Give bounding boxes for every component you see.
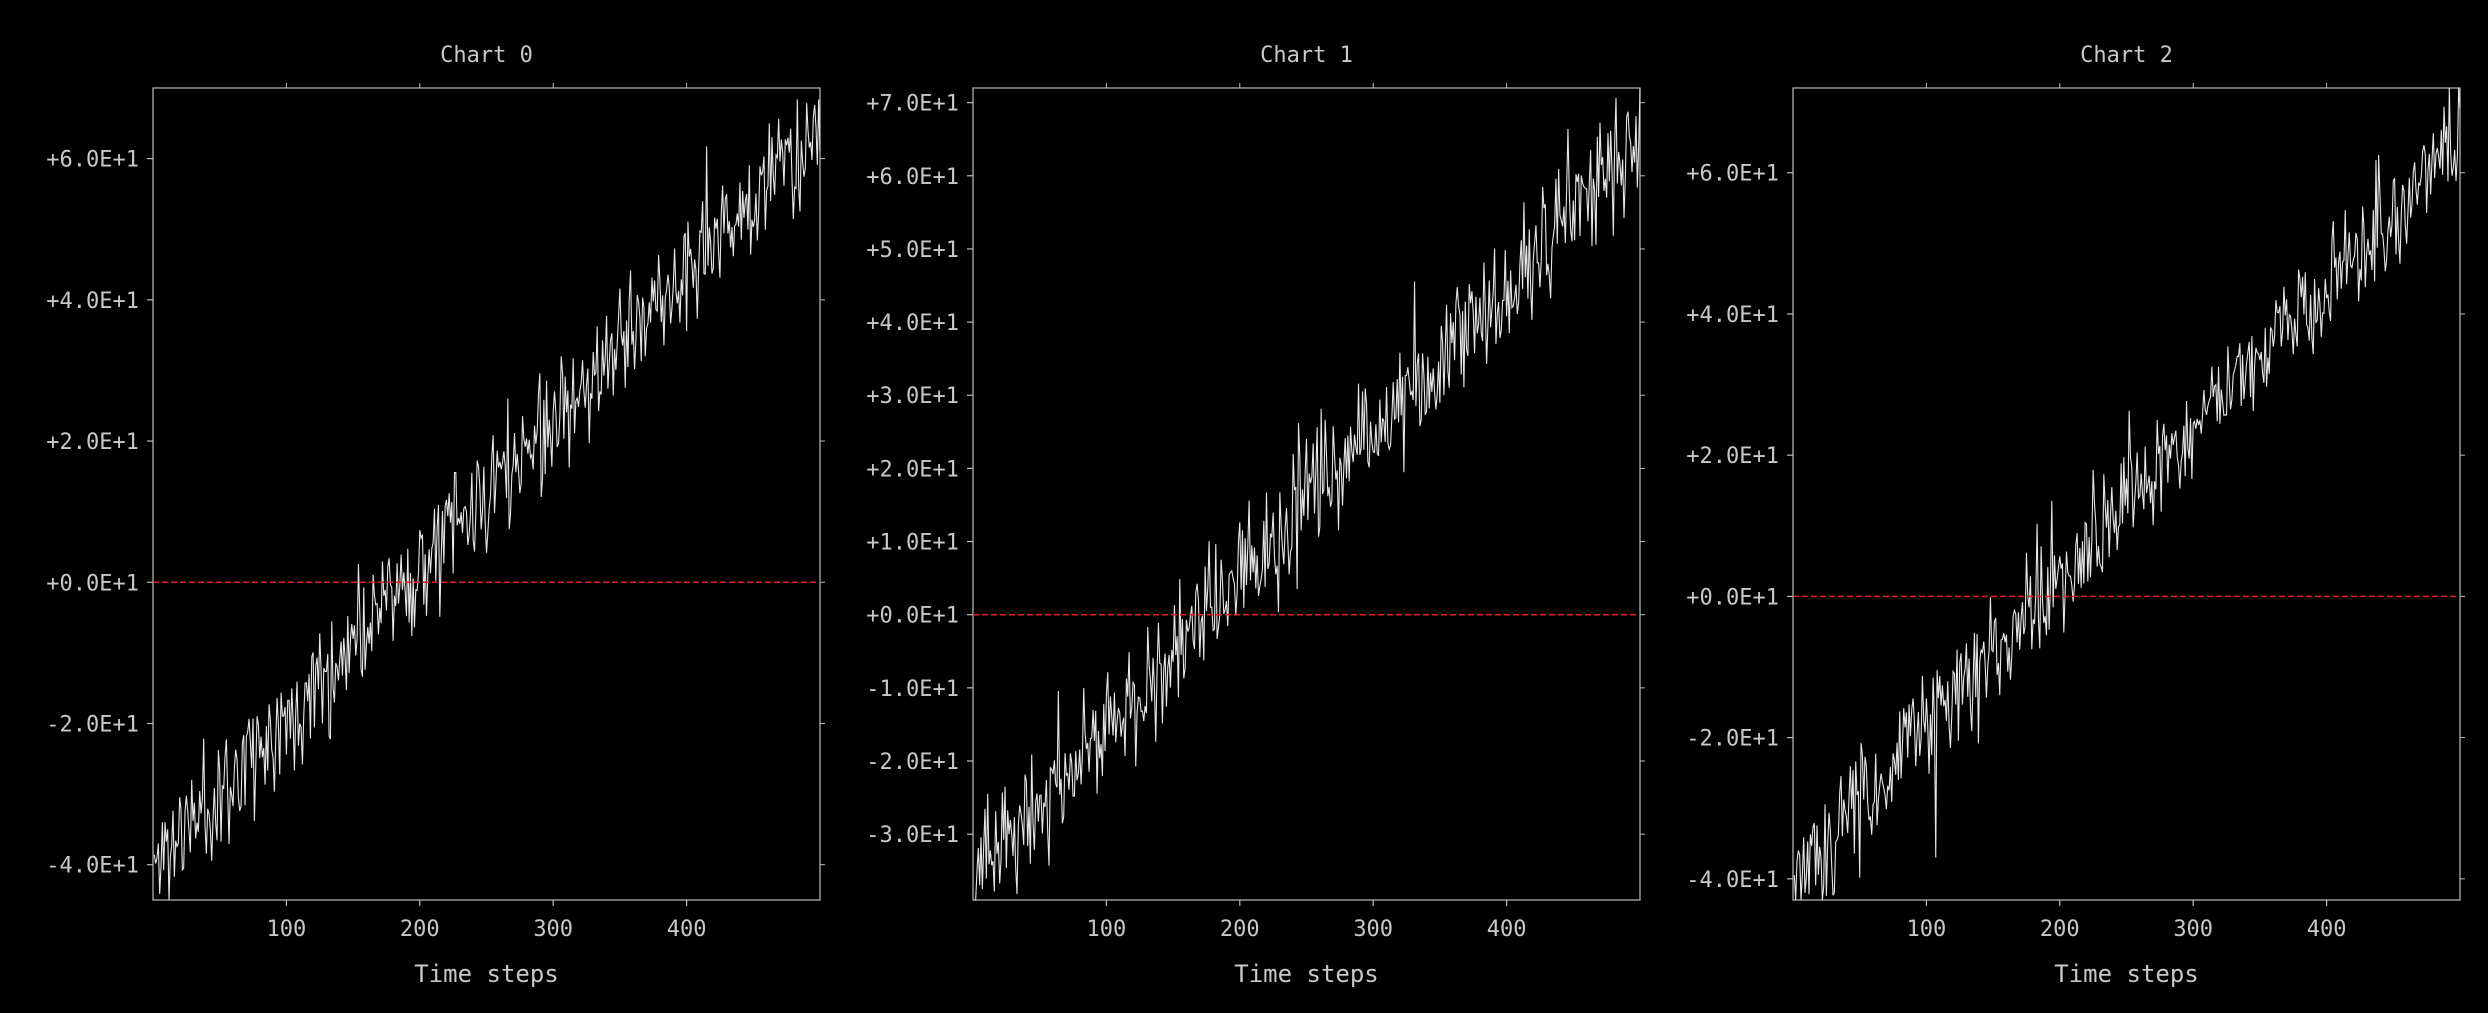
chart-panel-2: Chart 2 100 200 300 400 -4.0E+1 -2.0E+1 +0.0E+1…: [1686, 43, 2465, 988]
x-tick-label: 100: [1907, 917, 1947, 942]
series-line-0: [1793, 87, 2461, 901]
x-tick-label: 300: [2173, 917, 2213, 942]
x-tick-label: 100: [267, 917, 307, 942]
chart-panel-1: Chart 1 100 200 300 400 -3.0E+1 -2.0E+1 -1.0E+1…: [866, 43, 1645, 988]
x-tick-label: 200: [2040, 917, 2080, 942]
x-tick-label: 300: [533, 917, 573, 942]
x-tick-label: 200: [400, 917, 440, 942]
y-tick-label: -4.0E+1: [1686, 868, 1779, 893]
chart-title: Chart 2: [2080, 43, 2173, 68]
y-tick-label: +5.0E+1: [866, 238, 959, 263]
x-tick-label: 300: [1353, 917, 1393, 942]
y-tick-label: -1.0E+1: [866, 677, 959, 702]
y-tick-label: +2.0E+1: [46, 430, 139, 455]
x-axis-label: Time steps: [1234, 960, 1379, 988]
y-tick-label: -2.0E+1: [866, 750, 959, 775]
x-axis-label: Time steps: [414, 960, 559, 988]
y-tick-label: +6.0E+1: [866, 165, 959, 190]
y-tick-label: -2.0E+1: [1686, 727, 1779, 752]
y-tick-label: -4.0E+1: [46, 854, 139, 879]
y-tick-label: +0.0E+1: [46, 571, 139, 596]
y-tick-label: +2.0E+1: [866, 457, 959, 482]
y-tick-label: +0.0E+1: [866, 604, 959, 629]
y-tick-label: +6.0E+1: [46, 148, 139, 173]
chart-panel-0: Chart 0 100 200 300 400 -4.0E+1 -2.0E+1 +0.0E+1…: [46, 43, 825, 988]
x-tick-label: 200: [1220, 917, 1260, 942]
y-tick-label: +2.0E+1: [1686, 444, 1779, 469]
series-line-0: [974, 87, 1641, 901]
y-tick-label: +4.0E+1: [46, 289, 139, 314]
series-line-0: [153, 99, 821, 901]
y-tick-label: +6.0E+1: [1686, 162, 1779, 187]
x-tick-label: 400: [667, 917, 707, 942]
y-tick-label: +0.0E+1: [1686, 585, 1779, 610]
x-tick-label: 400: [1487, 917, 1527, 942]
y-tick-label: +4.0E+1: [866, 311, 959, 336]
x-tick-label: 400: [2307, 917, 2347, 942]
y-tick-label: +4.0E+1: [1686, 303, 1779, 328]
plot-frame: [152, 87, 821, 901]
y-tick-label: -2.0E+1: [46, 712, 139, 737]
x-axis-label: Time steps: [2054, 960, 2199, 988]
y-tick-label: +3.0E+1: [866, 384, 959, 409]
y-tick-label: +7.0E+1: [866, 92, 959, 117]
x-tick-label: 100: [1087, 917, 1127, 942]
plot-frame: [1792, 87, 2461, 901]
chart-title: Chart 0: [440, 43, 533, 68]
y-tick-label: +1.0E+1: [866, 531, 959, 556]
chart-title: Chart 1: [1260, 43, 1353, 68]
plot-frame: [972, 87, 1641, 901]
y-tick-label: -3.0E+1: [866, 823, 959, 848]
